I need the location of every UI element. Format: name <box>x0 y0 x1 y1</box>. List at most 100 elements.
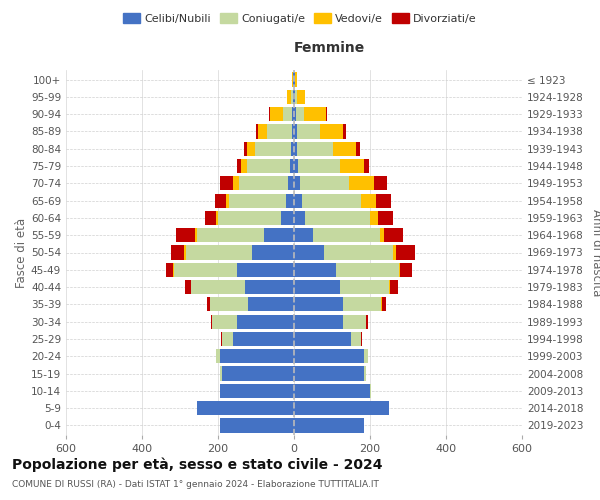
Bar <box>370 211 377 225</box>
Bar <box>294 211 305 225</box>
Bar <box>292 107 294 121</box>
Bar <box>296 107 304 121</box>
Bar <box>229 194 286 207</box>
Bar <box>320 124 343 138</box>
Bar <box>293 90 294 104</box>
Bar <box>256 124 258 138</box>
Bar <box>294 401 389 415</box>
Text: COMUNE DI RUSSI (RA) - Dati ISTAT 1° gennaio 2024 - Elaborazione TUTTITALIA.IT: COMUNE DI RUSSI (RA) - Dati ISTAT 1° gen… <box>12 480 379 489</box>
Bar <box>336 262 398 277</box>
Bar <box>215 194 226 207</box>
Bar <box>349 176 374 190</box>
Bar <box>186 246 252 260</box>
Bar <box>245 280 294 294</box>
Bar <box>220 176 233 190</box>
Bar <box>377 211 393 225</box>
Bar <box>247 142 255 156</box>
Bar <box>294 262 336 277</box>
Bar <box>281 211 294 225</box>
Bar <box>291 142 294 156</box>
Bar <box>222 366 294 380</box>
Text: Popolazione per età, sesso e stato civile - 2024: Popolazione per età, sesso e stato civil… <box>12 458 383 472</box>
Bar <box>195 228 197 242</box>
Bar <box>263 228 294 242</box>
Bar <box>237 262 294 277</box>
Bar <box>220 366 222 380</box>
Bar <box>295 72 296 86</box>
Bar <box>302 194 361 207</box>
Legend: Celibi/Nubili, Coniugati/e, Vedovi/e, Divorziati/e: Celibi/Nubili, Coniugati/e, Vedovi/e, Di… <box>121 10 479 26</box>
Bar <box>185 280 191 294</box>
Bar <box>304 107 326 121</box>
Text: Femmine: Femmine <box>294 42 365 56</box>
Bar <box>294 418 364 432</box>
Bar <box>340 280 389 294</box>
Bar <box>216 349 220 364</box>
Bar <box>294 107 296 121</box>
Bar <box>293 72 294 86</box>
Bar <box>294 90 295 104</box>
Bar <box>343 124 346 138</box>
Bar <box>305 211 370 225</box>
Bar <box>400 262 412 277</box>
Bar <box>356 142 360 156</box>
Bar <box>294 124 297 138</box>
Bar <box>298 159 340 173</box>
Bar <box>374 176 387 190</box>
Bar <box>269 107 283 121</box>
Bar <box>222 332 233 346</box>
Bar <box>197 228 263 242</box>
Bar <box>191 280 245 294</box>
Bar <box>220 418 294 432</box>
Bar <box>170 246 184 260</box>
Bar <box>286 194 294 207</box>
Bar <box>241 159 247 173</box>
Bar <box>205 211 216 225</box>
Bar <box>292 124 294 138</box>
Bar <box>361 194 376 207</box>
Bar <box>173 262 175 277</box>
Bar <box>252 246 294 260</box>
Bar <box>364 159 369 173</box>
Bar <box>197 401 294 415</box>
Bar <box>295 90 297 104</box>
Bar <box>211 314 212 329</box>
Bar <box>290 159 294 173</box>
Bar <box>376 194 391 207</box>
Bar <box>268 124 292 138</box>
Bar <box>384 228 403 242</box>
Bar <box>361 332 362 346</box>
Bar <box>294 228 313 242</box>
Bar <box>326 107 327 121</box>
Bar <box>287 90 291 104</box>
Bar <box>343 298 382 312</box>
Bar <box>233 176 239 190</box>
Bar <box>212 314 237 329</box>
Bar <box>206 298 211 312</box>
Bar <box>237 314 294 329</box>
Bar <box>184 246 186 260</box>
Bar <box>220 349 294 364</box>
Bar <box>370 384 371 398</box>
Bar <box>166 262 173 277</box>
Bar <box>294 280 340 294</box>
Bar <box>233 332 294 346</box>
Bar <box>294 176 300 190</box>
Bar <box>364 349 368 364</box>
Bar <box>226 194 229 207</box>
Bar <box>237 159 241 173</box>
Bar <box>247 159 290 173</box>
Y-axis label: Anni di nascita: Anni di nascita <box>590 209 600 296</box>
Bar <box>389 280 390 294</box>
Bar <box>294 332 351 346</box>
Bar <box>244 142 247 156</box>
Bar <box>294 349 364 364</box>
Bar <box>390 280 398 294</box>
Bar <box>294 384 370 398</box>
Bar <box>294 142 297 156</box>
Bar <box>351 332 361 346</box>
Bar <box>283 107 292 121</box>
Bar <box>248 298 294 312</box>
Bar <box>294 159 298 173</box>
Bar <box>176 228 195 242</box>
